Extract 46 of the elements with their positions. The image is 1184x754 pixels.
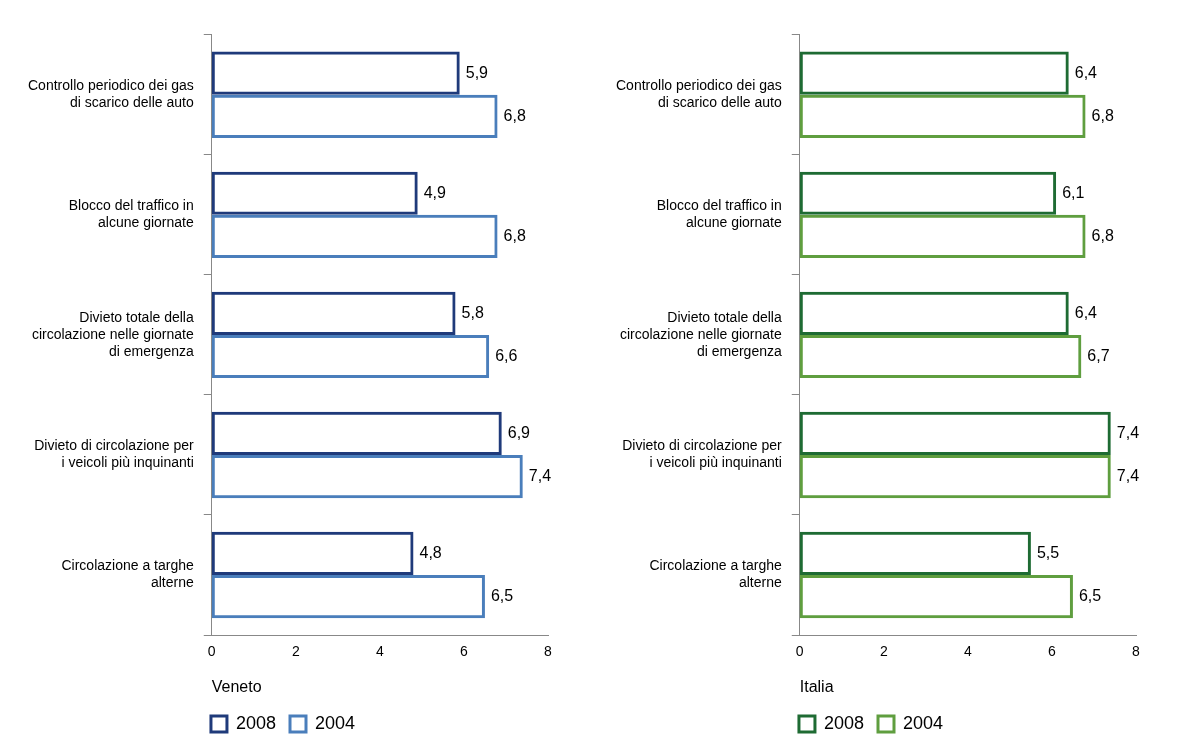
y-tick-label: Circolazione a targhe alterne: [649, 557, 782, 591]
data-label: 4,9: [423, 183, 447, 201]
x-tick-label: 6: [460, 643, 469, 660]
y-tick-label: Divieto di circolazione per i veicoli più inquinanti: [622, 437, 783, 471]
y-tick-label: Blocco del traffico in alcune giornate: [68, 197, 194, 231]
data-label: 6,5: [1078, 586, 1102, 604]
data-label: 6,1: [1062, 183, 1085, 201]
legend-label: 2008: [235, 712, 276, 733]
y-tick-label: Circolazione a targhe alterne: [61, 557, 194, 591]
x-tick-label: 4: [963, 643, 972, 660]
x-axis-title: Veneto: [211, 677, 262, 695]
data-label: 7,4: [1116, 423, 1140, 441]
data-label: 6,9: [507, 423, 531, 441]
x-tick-label: 0: [207, 643, 216, 660]
data-label: 6,8: [1091, 106, 1114, 124]
data-label: 6,4: [1074, 63, 1098, 81]
y-tick-label: Blocco del traffico in alcune giornate: [656, 197, 782, 231]
y-tick-label: Divieto totale della circolazione nelle giornate di emergenza: [619, 308, 782, 359]
legend-label: 2008: [823, 712, 864, 733]
data-label: 7,4: [528, 466, 552, 484]
x-tick-label: 2: [291, 643, 300, 660]
data-label: 6,7: [1087, 346, 1110, 364]
x-tick-label: 2: [879, 643, 888, 660]
y-tick-label: Divieto di circolazione per i veicoli più inquinanti: [34, 437, 195, 471]
data-label: 4,8: [419, 543, 442, 561]
x-tick-label: 8: [544, 643, 553, 660]
data-label: 6,4: [1074, 303, 1098, 321]
legend-label: 2004: [903, 712, 944, 733]
data-label: 6,5: [490, 586, 514, 604]
data-label: 5,8: [461, 303, 484, 321]
y-tick-label: Divieto totale della circolazione nelle giornate di emergenza: [31, 308, 194, 359]
legend-label: 2004: [315, 712, 356, 733]
data-label: 5,5: [1036, 543, 1060, 561]
x-tick-label: 0: [795, 643, 804, 660]
x-tick-label: 8: [1132, 643, 1141, 660]
data-label: 6,8: [503, 226, 526, 244]
x-tick-label: 4: [375, 643, 384, 660]
data-label: 6,8: [503, 106, 526, 124]
x-tick-label: 6: [1048, 643, 1057, 660]
x-axis-title: Italia: [799, 677, 834, 695]
data-label: 7,4: [1116, 466, 1140, 484]
data-label: 6,6: [495, 346, 518, 364]
data-label: 5,9: [465, 63, 489, 81]
y-tick-label: Controllo periodico dei gas di scarico delle auto: [28, 77, 194, 111]
data-label: 6,8: [1091, 226, 1114, 244]
y-tick-label: Controllo periodico dei gas di scarico delle auto: [616, 77, 782, 111]
